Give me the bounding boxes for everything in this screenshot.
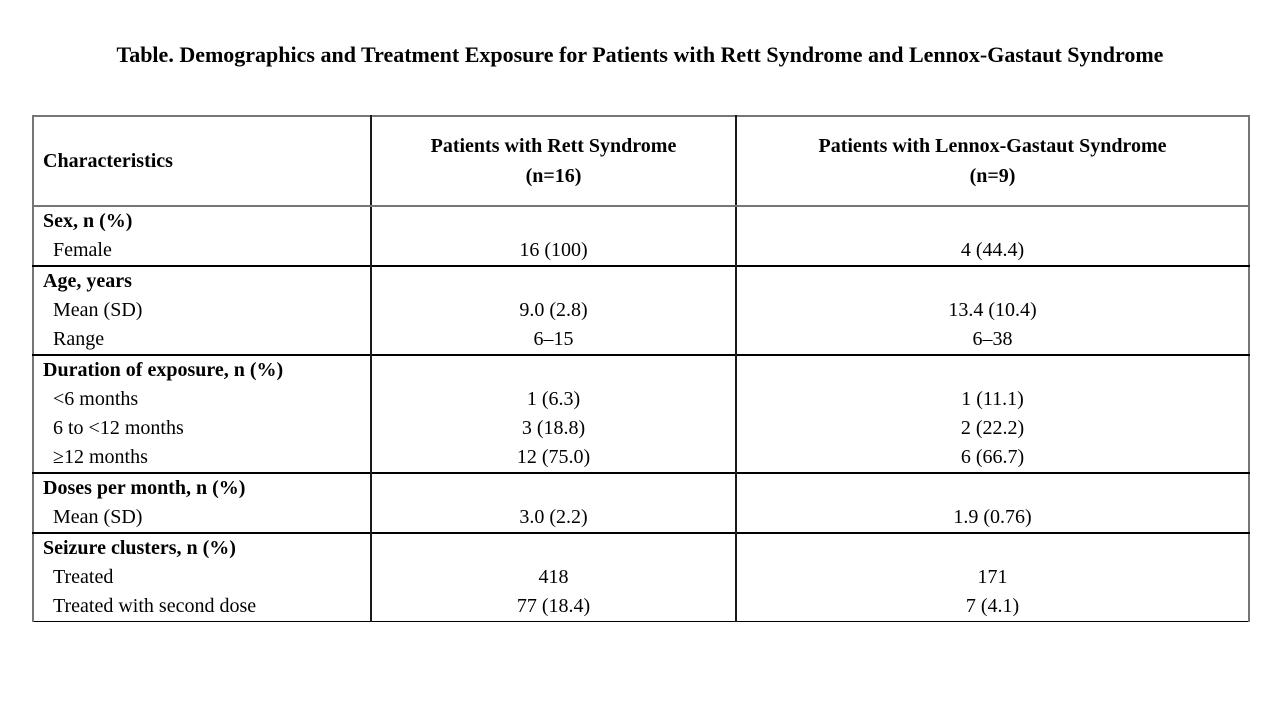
section-heading: Duration of exposure, n (%) [43, 359, 284, 381]
rett-value: 1 (6.3) [526, 388, 581, 410]
row-label: Mean (SD) [53, 299, 143, 321]
rett-value: 12 (75.0) [516, 446, 591, 468]
lgs-value: 4 (44.4) [960, 239, 1025, 261]
rett-value: 3.0 (2.2) [519, 506, 588, 528]
table-title: Table. Demographics and Treatment Exposu… [116, 42, 1164, 67]
section-heading: Age, years [43, 270, 132, 292]
header-lgs-line1: Patients with Lennox-Gastaut Syndrome [818, 135, 1167, 157]
header-rett-n: (n=16) [525, 165, 582, 187]
section-seizure-clusters: Seizure clusters, n (%) Treated Treated … [33, 532, 1249, 622]
lgs-value: 6–38 [972, 328, 1013, 350]
lgs-value: 7 (4.1) [965, 595, 1020, 617]
rett-value: 418 [538, 566, 569, 588]
spacer-line [737, 534, 1248, 563]
section-heading: Seizure clusters, n (%) [43, 537, 236, 559]
row-label: <6 months [53, 388, 139, 410]
rett-value: 77 (18.4) [516, 595, 591, 617]
lgs-value: 1.9 (0.76) [953, 506, 1032, 528]
lgs-value: 6 (66.7) [960, 446, 1025, 468]
row-label: ≥12 months [53, 446, 148, 468]
rett-value: 9.0 (2.8) [519, 299, 588, 321]
rett-value: 3 (18.8) [521, 417, 586, 439]
header-lgs-n: (n=9) [969, 165, 1016, 187]
rett-value: 16 (100) [519, 239, 588, 261]
header-row: Characteristics Patients with Rett Syndr… [33, 116, 1249, 207]
table-header: Characteristics Patients with Rett Syndr… [33, 116, 1249, 207]
spacer-line [372, 534, 735, 563]
row-label: Range [53, 328, 105, 350]
lgs-value: 13.4 (10.4) [948, 299, 1037, 321]
section-heading: Doses per month, n (%) [43, 477, 246, 499]
lgs-value: 1 (11.1) [961, 388, 1024, 410]
spacer-line [372, 207, 735, 236]
header-characteristics: Characteristics [33, 116, 371, 207]
row-label: Female [53, 239, 112, 261]
lgs-value: 2 (22.2) [960, 417, 1025, 439]
spacer-line [372, 267, 735, 296]
demographics-table: Characteristics Patients with Rett Syndr… [32, 115, 1250, 622]
spacer-line [372, 356, 735, 385]
row-label: Treated with second dose [53, 595, 257, 617]
spacer-line [737, 474, 1248, 503]
spacer-line [372, 474, 735, 503]
spacer-line [737, 267, 1248, 296]
section-age: Age, years Mean (SD) Range 9.0 (2.8) 6–1… [33, 265, 1249, 355]
header-lennox-gastaut: Patients with Lennox-Gastaut Syndrome (n… [735, 116, 1249, 207]
spacer-line [737, 356, 1248, 385]
header-rett-syndrome: Patients with Rett Syndrome (n=16) [370, 116, 736, 207]
section-duration-of-exposure: Duration of exposure, n (%) <6 months 6 … [33, 354, 1249, 473]
row-label: Treated [53, 566, 114, 588]
section-doses-per-month: Doses per month, n (%) Mean (SD) 3.0 (2.… [33, 472, 1249, 533]
header-rett-line1: Patients with Rett Syndrome [430, 135, 677, 157]
spacer-line [737, 207, 1248, 236]
section-sex: Sex, n (%) Female 16 (100) 4 (44.4) [33, 206, 1249, 266]
rett-value: 6–15 [533, 328, 574, 350]
row-label: Mean (SD) [53, 506, 143, 528]
row-label: 6 to <12 months [53, 417, 184, 439]
lgs-value: 171 [977, 566, 1008, 588]
section-heading: Sex, n (%) [43, 210, 133, 232]
